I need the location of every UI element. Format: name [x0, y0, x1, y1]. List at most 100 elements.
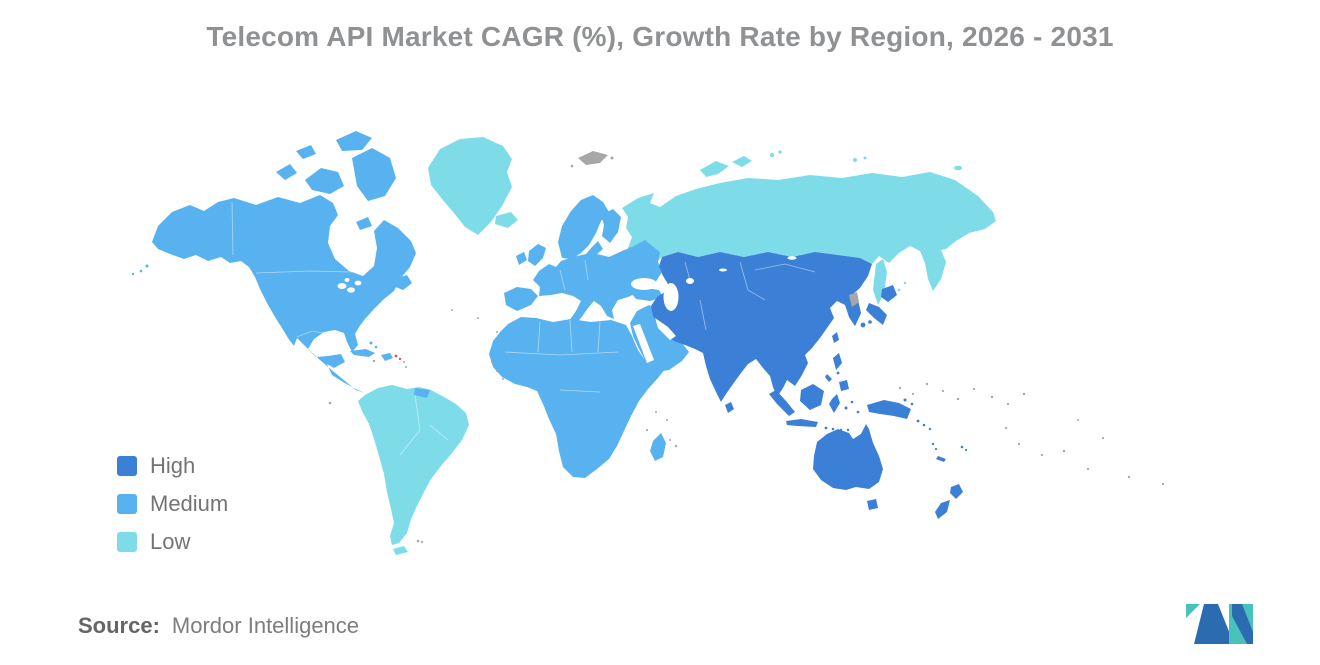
regions-no-data	[328, 151, 1165, 544]
island-canary	[496, 331, 498, 333]
legend-swatch-medium	[117, 493, 137, 514]
region-africa[interactable]	[489, 317, 665, 478]
island-capeverde-3	[502, 378, 504, 380]
region-iberia[interactable]	[504, 287, 538, 311]
island-svalbard-3	[570, 164, 574, 168]
region-scandinavia[interactable]	[558, 195, 609, 259]
island-solomon-3	[928, 427, 932, 431]
island-sumatra	[769, 390, 795, 416]
island-taiwan	[832, 332, 839, 343]
region-europe-mainland[interactable]	[533, 240, 662, 326]
region-tasmania[interactable]	[867, 499, 878, 510]
island-kiribati	[1077, 419, 1079, 421]
island-severnaya-2	[778, 150, 782, 154]
region-nz-north[interactable]	[950, 484, 963, 499]
island-antilles-2	[405, 366, 407, 368]
region-asia-pacific-mainland[interactable]	[651, 252, 872, 402]
caspian-sea	[663, 283, 679, 311]
island-bahamas-2	[374, 345, 378, 349]
island-novaya-zemlya	[700, 161, 729, 177]
island-borneo	[800, 384, 824, 410]
island-aleutian-2	[139, 269, 143, 273]
island-polynesia-1	[1086, 467, 1090, 471]
island-sulawesi	[829, 394, 840, 413]
region-south-america[interactable]	[358, 385, 469, 545]
region-nz-south[interactable]	[935, 500, 950, 519]
region-ireland[interactable]	[516, 252, 527, 265]
marker-caribbean-1[interactable]	[394, 354, 398, 358]
region-guyanas-patch[interactable]	[414, 388, 430, 398]
region-greenland[interactable]	[428, 137, 512, 235]
island-azores	[451, 309, 453, 311]
island-mindanao	[839, 380, 849, 391]
island-polynesia-3	[1161, 482, 1165, 486]
island-baffin	[352, 148, 396, 201]
island-polynesia-2	[1127, 475, 1131, 479]
island-new-siberian	[853, 158, 857, 162]
island-vanuatu-2	[934, 447, 938, 451]
aral-sea	[686, 278, 694, 284]
island-fiji-1	[960, 445, 964, 449]
region-north-korea[interactable]	[849, 292, 859, 307]
map-legend: High Medium Low	[117, 452, 228, 569]
island-svalbard-2	[610, 156, 614, 160]
regions-low[interactable]	[358, 137, 996, 555]
island-new-caledonia	[936, 456, 946, 462]
island-mauritius	[674, 444, 678, 448]
island-micronesia-7	[990, 395, 994, 399]
regions-medium[interactable]	[131, 131, 689, 478]
island-hispaniola	[381, 353, 393, 361]
island-polynesia-4	[1101, 436, 1105, 440]
region-iceland[interactable]	[495, 212, 518, 228]
region-russia[interactable]	[622, 172, 996, 291]
region-uk[interactable]	[528, 244, 546, 266]
island-kuril-2	[897, 288, 901, 292]
legend-item-high: High	[117, 452, 228, 478]
island-moluccas-1	[844, 406, 848, 410]
island-capeverde-2	[496, 370, 498, 372]
persian-gulf	[655, 318, 676, 340]
island-bahamas-1	[369, 341, 373, 345]
region-new-guinea[interactable]	[867, 400, 911, 419]
island-micronesia-5	[956, 397, 960, 401]
island-sunda-2	[831, 427, 835, 431]
island-aleutian-3	[131, 272, 135, 276]
island-antilles-1	[403, 361, 405, 363]
region-finland[interactable]	[601, 209, 621, 243]
island-sunda-4	[846, 428, 850, 432]
region-australia[interactable]	[813, 424, 883, 490]
island-bismarck-1	[903, 398, 907, 402]
island-solomon-1	[916, 419, 920, 423]
island-seychelles-1	[655, 411, 657, 413]
island-java	[786, 419, 818, 427]
island-micronesia-4	[941, 389, 945, 393]
island-bismarck-2	[910, 402, 914, 406]
island-cook	[1062, 449, 1066, 453]
island-fiji-2	[964, 448, 968, 452]
island-tuvalu	[1004, 426, 1008, 430]
logo-blue-diagonal	[1232, 604, 1253, 644]
legend-label-low: Low	[150, 528, 191, 554]
legend-swatch-high	[117, 455, 137, 476]
island-novaya-zemlya-2	[732, 156, 752, 167]
region-japan-honshu[interactable]	[866, 303, 887, 325]
region-turkey[interactable]	[631, 288, 663, 301]
island-arctic-1	[276, 164, 297, 180]
region-north-america[interactable]	[152, 195, 416, 393]
legend-label-high: High	[150, 452, 196, 478]
region-japan-hokkaido[interactable]	[881, 285, 897, 302]
island-falkland-2	[420, 540, 424, 544]
region-tierra-del-fuego[interactable]	[393, 546, 408, 555]
marker-caribbean-2[interactable]	[398, 357, 402, 361]
regions-high[interactable]	[651, 252, 968, 519]
region-madagascar[interactable]	[650, 433, 666, 461]
island-ellesmere	[336, 131, 372, 151]
source-text: Mordor Intelligence	[171, 613, 360, 638]
black-sea	[631, 278, 657, 290]
source-line: Source: Mordor Intelligence	[78, 613, 359, 639]
legend-swatch-low	[117, 531, 137, 552]
island-kuril-3	[903, 281, 907, 285]
island-aleutian-1	[145, 264, 149, 268]
